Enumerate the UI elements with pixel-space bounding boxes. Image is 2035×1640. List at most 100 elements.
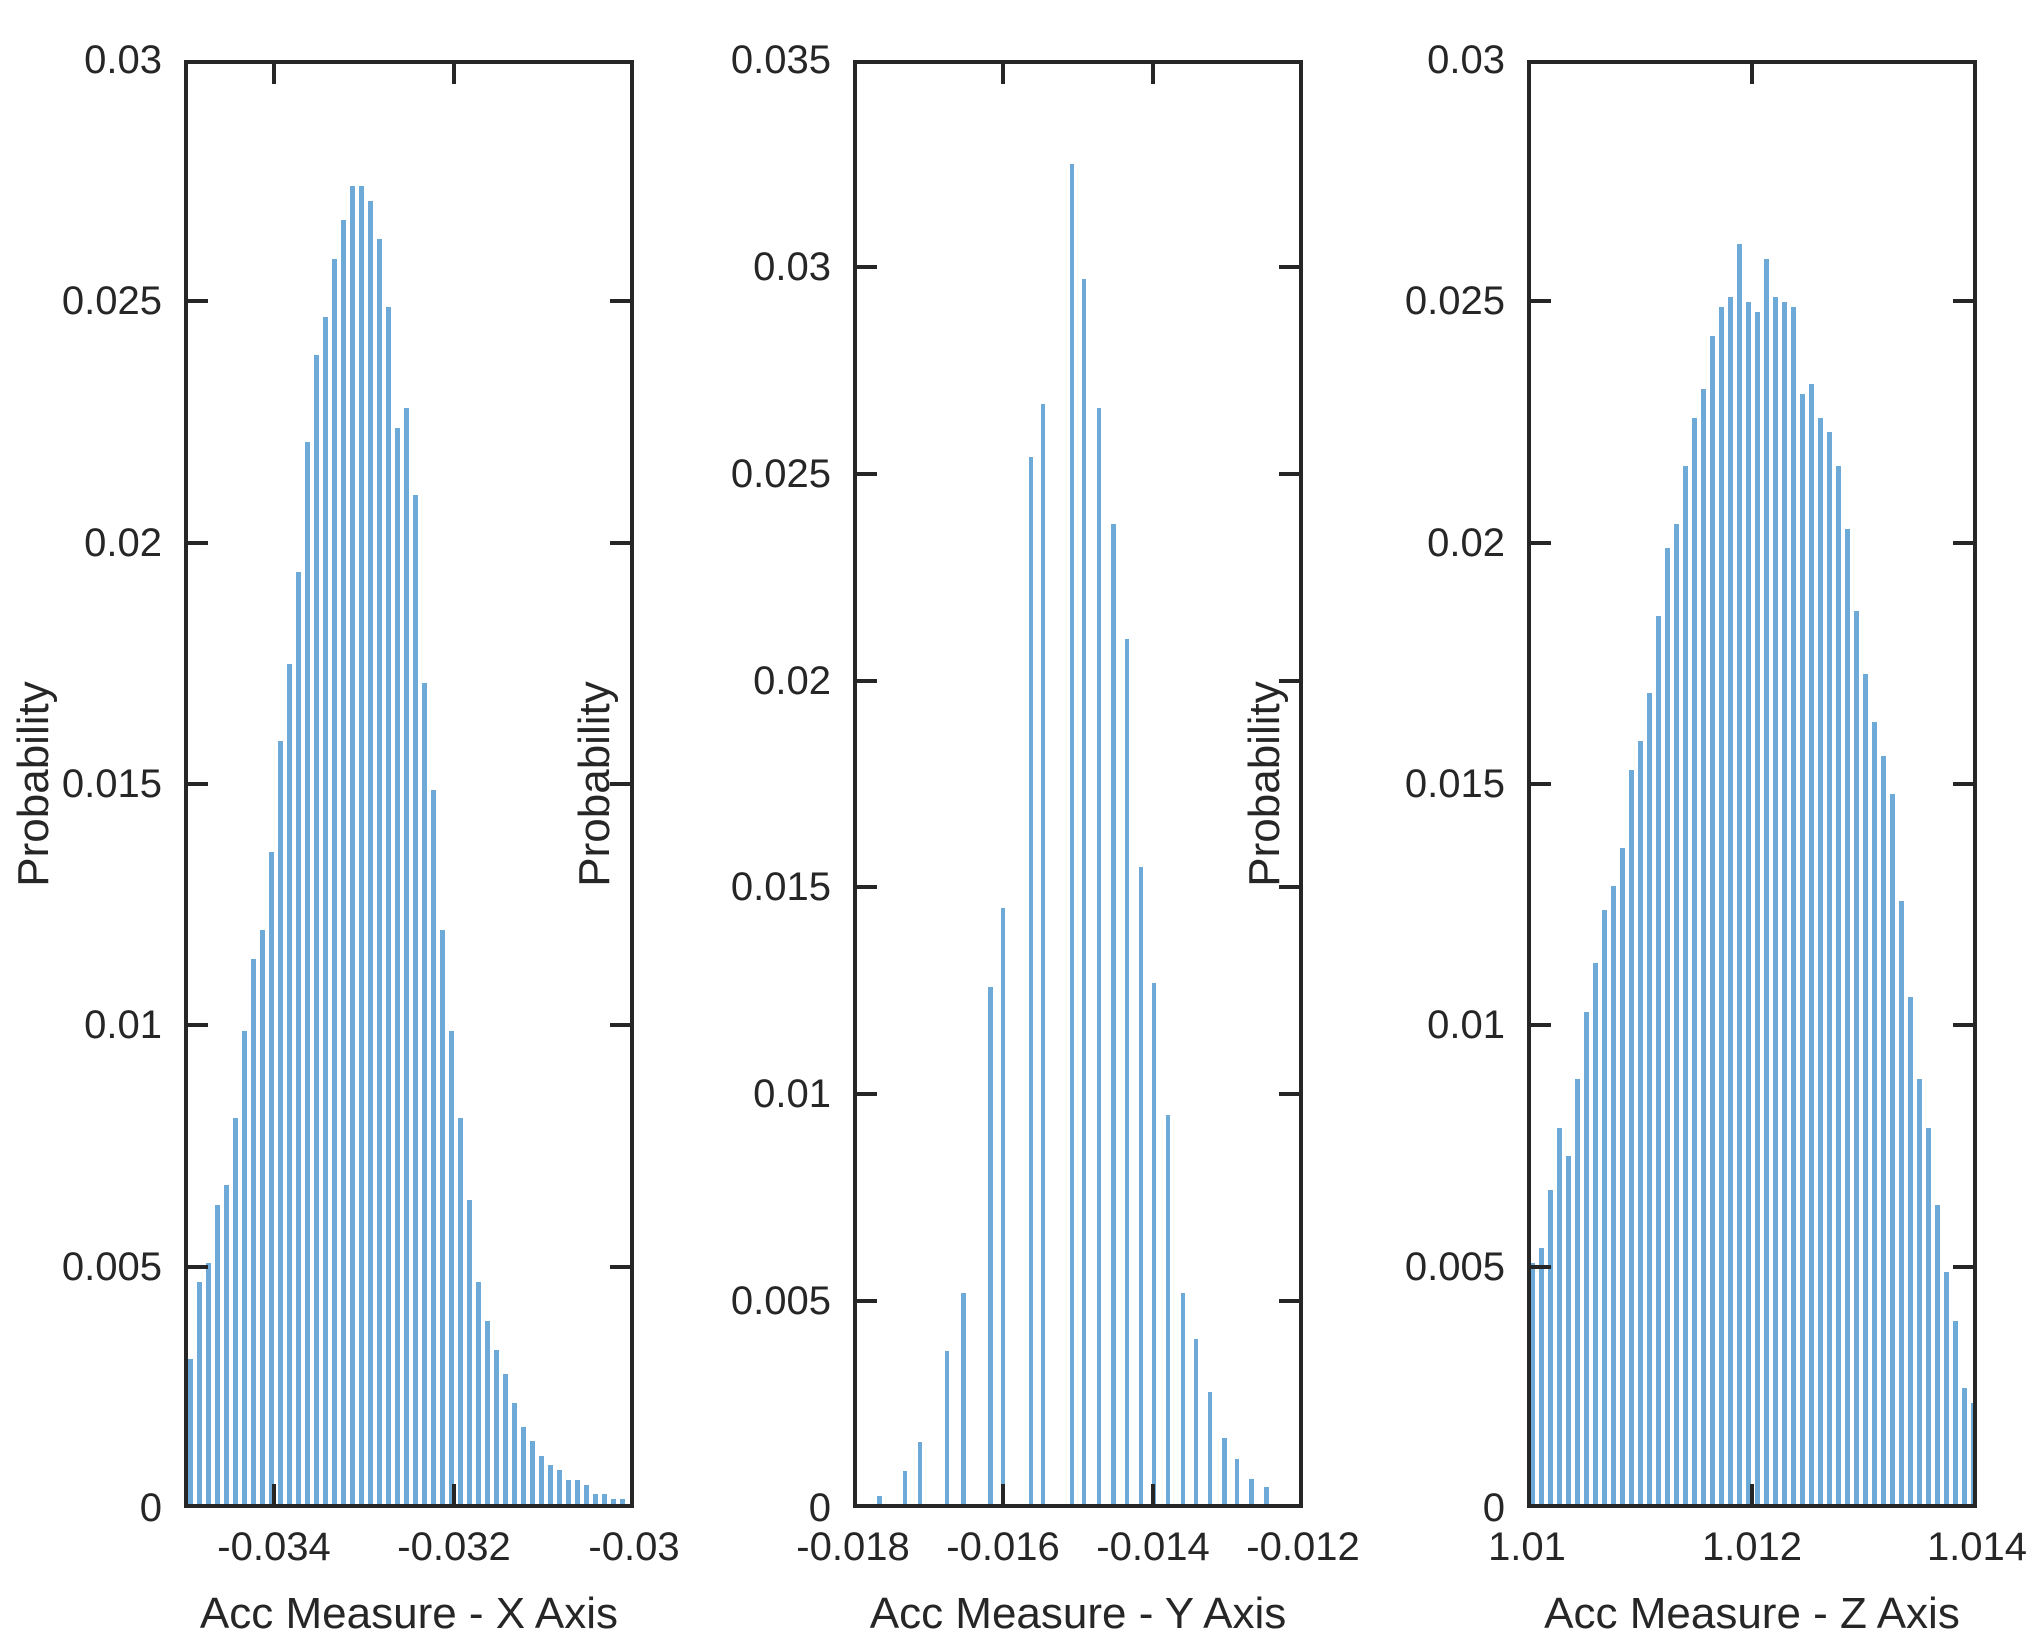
histogram-bar xyxy=(197,1281,202,1504)
x-tick-mark xyxy=(1151,64,1155,84)
histogram-bar xyxy=(530,1441,535,1504)
y-tick-mark xyxy=(1279,1092,1299,1097)
histogram-bar xyxy=(877,1495,882,1504)
y-tick-mark xyxy=(188,299,208,304)
y-tick-label: 0.025 xyxy=(61,279,162,324)
histogram-bar xyxy=(1000,908,1006,1504)
histogram-bar xyxy=(332,258,337,1504)
histogram-bar xyxy=(1692,418,1697,1504)
histogram-bar xyxy=(341,220,346,1504)
y-tick-label: 0.035 xyxy=(730,38,831,82)
histogram-bar xyxy=(1773,297,1778,1504)
histogram-bar xyxy=(1899,900,1904,1504)
y-tick-mark xyxy=(857,885,877,890)
y-tick-mark xyxy=(1953,782,1973,786)
histogram-bar xyxy=(1872,722,1877,1504)
x-tick-mark xyxy=(1750,1484,1754,1504)
histogram-bar xyxy=(1638,741,1643,1504)
histogram-bar xyxy=(1953,1320,1958,1504)
x-tick-mark xyxy=(1527,1484,1529,1504)
y-tick-mark xyxy=(1279,678,1299,683)
y-tick-mark xyxy=(1279,885,1299,890)
y-tick-label: 0 xyxy=(139,1486,162,1530)
x-tick-mark xyxy=(1527,64,1529,84)
histogram-bar xyxy=(1234,1458,1240,1504)
histogram-bar xyxy=(287,664,292,1504)
y-tick-mark xyxy=(1531,60,1551,62)
y-tick-mark xyxy=(188,1264,208,1269)
histogram-bar xyxy=(413,495,418,1504)
histogram-bar xyxy=(1207,1392,1213,1504)
histogram-bar xyxy=(494,1349,499,1504)
histogram-bar xyxy=(1249,1479,1254,1504)
histogram-bar xyxy=(1863,673,1868,1504)
histogram-bar xyxy=(1557,1127,1562,1504)
histogram-bar xyxy=(1737,244,1742,1504)
histogram-bar xyxy=(1040,403,1045,1504)
histogram-bar xyxy=(1193,1338,1198,1504)
x-tick-label: 1.014 xyxy=(1926,1525,2028,1569)
y-tick-mark xyxy=(1279,264,1299,269)
histogram-bar xyxy=(1539,1248,1544,1504)
histogram-bar xyxy=(1647,693,1652,1504)
histogram-bar xyxy=(1755,311,1760,1504)
plot-area-acc-y xyxy=(853,60,1303,1508)
x-tick-mark xyxy=(452,64,456,84)
histogram-bar xyxy=(1566,1156,1571,1504)
histogram-bar xyxy=(1531,1262,1535,1504)
histogram-bar xyxy=(961,1293,966,1504)
histogram-bar xyxy=(1096,407,1102,1504)
histogram-bar xyxy=(1081,279,1087,1504)
x-tick-mark xyxy=(1151,1484,1155,1504)
y-tick-label: 0.025 xyxy=(730,451,831,496)
y-tick-mark xyxy=(1953,1506,1973,1508)
x-axis-title: Acc Measure - Z Axis xyxy=(1544,1589,1960,1638)
histogram-bar xyxy=(1665,548,1670,1504)
x-tick-label: -0.016 xyxy=(946,1525,1060,1569)
histogram-bar xyxy=(260,929,265,1504)
y-tick-label: 0.005 xyxy=(61,1244,162,1289)
y-tick-label: 0.02 xyxy=(1427,520,1505,565)
histogram-bar xyxy=(386,307,391,1504)
histogram-bar xyxy=(368,200,373,1504)
histogram-bar xyxy=(1611,886,1616,1504)
histogram-bar xyxy=(1917,1079,1922,1504)
histogram-bar xyxy=(593,1494,598,1504)
histogram-bar xyxy=(1962,1388,1967,1504)
x-tick-label: 1.012 xyxy=(1701,1525,1803,1569)
y-tick-mark xyxy=(857,678,877,683)
histogram-bar xyxy=(1710,335,1715,1504)
histogram-bar xyxy=(188,1359,193,1504)
histogram-bar xyxy=(917,1441,922,1504)
histogram-bar xyxy=(1791,307,1796,1504)
histogram-bar xyxy=(251,958,256,1504)
y-tick-label: 0.02 xyxy=(84,520,162,565)
x-tick-label: -0.018 xyxy=(796,1525,910,1569)
histogram-bar xyxy=(1674,524,1679,1504)
histogram-bar xyxy=(944,1350,949,1504)
histogram-bar xyxy=(1836,466,1841,1504)
histogram-bar xyxy=(215,1204,220,1504)
histogram-bar xyxy=(1800,393,1805,1504)
x-tick-mark xyxy=(452,1484,456,1504)
histogram-bar xyxy=(1264,1487,1269,1504)
y-tick-label: 0.015 xyxy=(61,762,162,806)
histogram-bar xyxy=(458,1117,463,1504)
histogram-bar xyxy=(1602,910,1607,1504)
histogram-bar xyxy=(305,442,310,1504)
histogram-bar xyxy=(902,1470,907,1504)
histogram-bar xyxy=(557,1470,562,1504)
y-tick-mark xyxy=(1953,1264,1973,1269)
histogram-bar xyxy=(1548,1190,1553,1504)
histogram-bar xyxy=(395,427,400,1504)
y-tick-mark xyxy=(1279,471,1299,476)
x-tick-mark xyxy=(1975,1484,1977,1504)
x-tick-mark xyxy=(1750,64,1754,84)
x-axis-title: Acc Measure - X Axis xyxy=(199,1589,619,1638)
histogram-bar xyxy=(1069,163,1075,1504)
histogram-bar xyxy=(1683,466,1688,1504)
x-tick-mark xyxy=(1001,1484,1005,1504)
